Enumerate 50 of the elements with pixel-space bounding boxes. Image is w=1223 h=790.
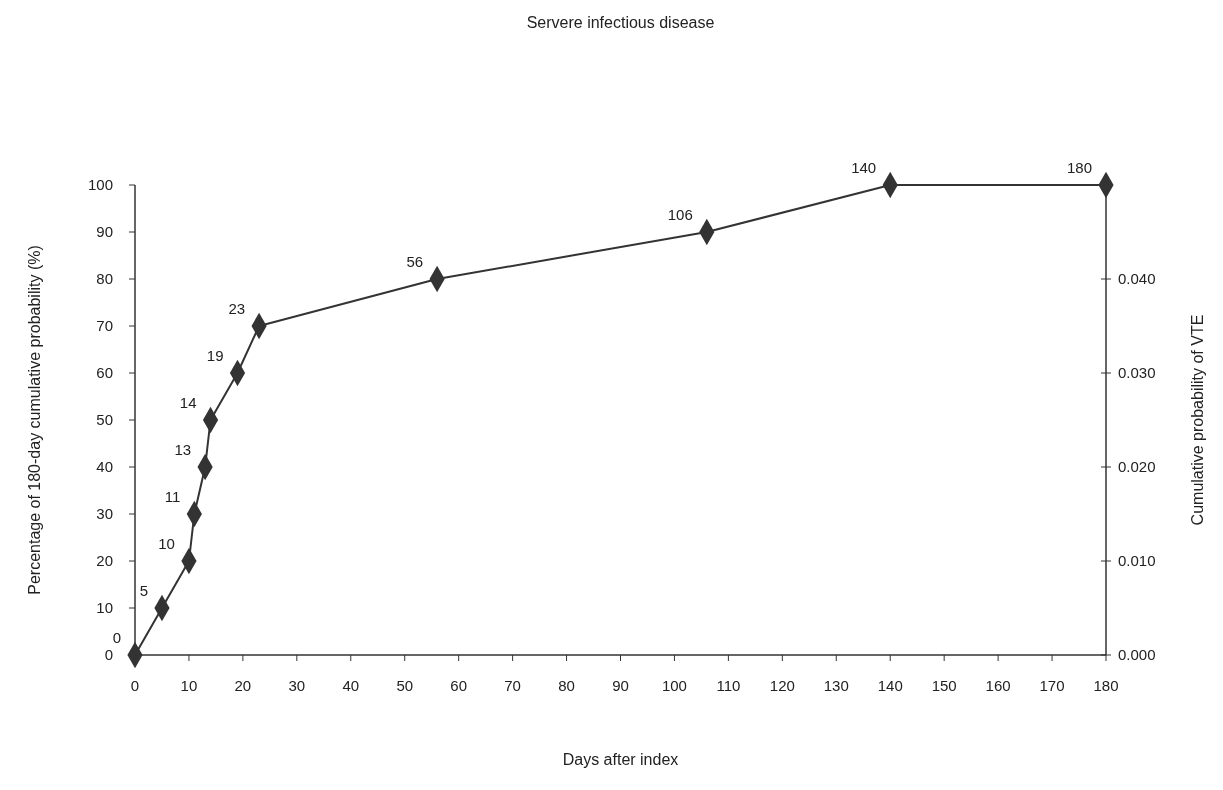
x-tick-label: 170 [1039, 677, 1065, 694]
annotation: 140 [851, 159, 877, 176]
annotation: 56 [406, 253, 424, 270]
x-tick-label: 140 [877, 677, 903, 694]
x-tick-label: 40 [342, 677, 360, 694]
x-tick-label: 90 [612, 677, 629, 694]
y-tick-label: 90 [96, 223, 113, 240]
y2-tick-label: 0.020 [1118, 458, 1156, 475]
annotation: 10 [158, 535, 175, 552]
y-tick-label: 50 [96, 411, 113, 428]
annotation: 106 [667, 206, 693, 223]
x-tick-label: 30 [288, 677, 306, 694]
x-tick-label: 50 [396, 677, 414, 694]
y2-tick-label: 0.040 [1118, 270, 1156, 287]
y-axis-title: Percentage of 180-day cumulative probability (%) [26, 245, 43, 595]
chart-title: Servere infectious disease [526, 14, 715, 31]
x-tick-label: 80 [558, 677, 575, 694]
annotation: 180 [1066, 159, 1092, 176]
y-tick-label: 80 [96, 270, 113, 287]
x-tick-label: 100 [661, 677, 687, 694]
annotation: 11 [164, 488, 181, 505]
annotation: 5 [139, 582, 148, 599]
y-tick-label: 30 [96, 505, 113, 522]
x-tick-label: 150 [931, 677, 957, 694]
annotation: 23 [228, 300, 246, 317]
x-tick-label: 0 [130, 677, 140, 694]
x-tick-label: 180 [1093, 677, 1119, 694]
y-tick-label: 40 [96, 458, 113, 475]
x-tick-label: 60 [450, 677, 468, 694]
y-tick-label: 60 [96, 364, 113, 381]
y2-tick-label: 0.010 [1118, 552, 1156, 569]
x-tick-label: 130 [823, 677, 849, 694]
y-tick-label: 0 [104, 646, 113, 663]
y-tick-label: 70 [96, 317, 113, 334]
x-tick-label: 70 [504, 677, 521, 694]
x-tick-label: 160 [985, 677, 1011, 694]
x-tick-label: 120 [769, 677, 795, 694]
y-tick-label: 10 [96, 599, 113, 616]
x-tick-label: 20 [234, 677, 252, 694]
y2-axis-title: Cumulative probability of VTE [1189, 314, 1206, 526]
y2-tick-label: 0.030 [1118, 364, 1156, 381]
annotation: 14 [179, 394, 197, 411]
x-axis-title: Days after index [562, 751, 679, 768]
annotation: 19 [206, 347, 224, 364]
x-tick-label: 110 [716, 677, 741, 694]
y2-tick-label: 0.000 [1118, 646, 1156, 663]
y-tick-label: 100 [87, 176, 113, 193]
x-tick-label: 10 [180, 677, 198, 694]
annotation: 13 [174, 441, 192, 458]
y-tick-label: 20 [96, 552, 113, 569]
